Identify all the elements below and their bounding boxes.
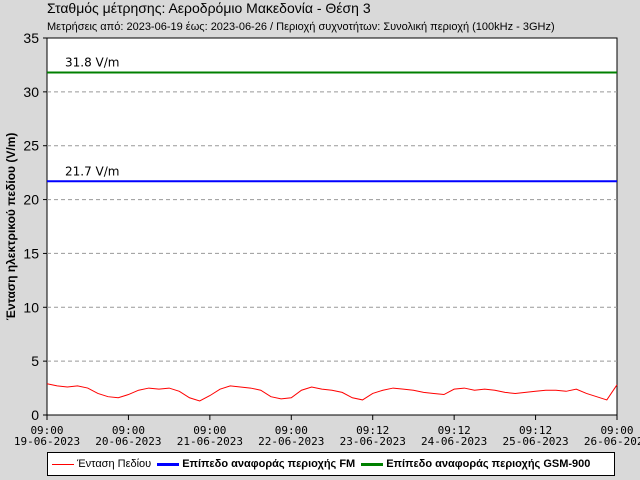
legend-label: Επίπεδο αναφοράς περιοχής GSM-900 — [386, 458, 591, 470]
y-tick-label: 35 — [23, 30, 39, 46]
y-tick-label: 25 — [23, 138, 39, 154]
gsm900-reference-label: 31.8 V/m — [65, 55, 119, 69]
y-tick-label: 0 — [31, 407, 39, 423]
x-tick-label-time: 09:00 — [112, 424, 145, 437]
y-tick-label: 15 — [23, 245, 39, 261]
x-tick-label-date: 19-06-2023 — [14, 435, 80, 448]
chart-title: Σταθμός μέτρησης: Αεροδρόμιο Μακεδονία -… — [47, 0, 371, 16]
y-axis-label: Ένταση ηλεκτρικού πεδίου (V/m) — [4, 133, 18, 321]
x-tick-label-date: 21-06-2023 — [177, 435, 243, 448]
x-tick-label-time: 09:00 — [193, 424, 226, 437]
legend: Ένταση Πεδίου Επίπεδο αναφοράς περιοχής F… — [47, 452, 615, 476]
legend-label: Ένταση Πεδίου — [77, 458, 152, 470]
plot-area — [46, 37, 618, 416]
x-tick-label-date: 24-06-2023 — [421, 435, 487, 448]
x-tick-label-time: 09:12 — [519, 424, 552, 437]
chart-subtitle: Μετρήσεις από: 2023-06-19 έως: 2023-06-2… — [47, 21, 555, 33]
y-tick-label: 10 — [23, 299, 39, 315]
x-tick-label-date: 23-06-2023 — [340, 435, 406, 448]
x-tick-label-time: 09:12 — [356, 424, 389, 437]
x-tick-label-time: 09:00 — [30, 424, 63, 437]
x-tick-label-date: 22-06-2023 — [258, 435, 324, 448]
x-tick-label-time: 09:12 — [438, 424, 471, 437]
field-strength-line — [46, 383, 618, 402]
y-tick-label: 5 — [31, 353, 39, 369]
x-tick-label-date: 20-06-2023 — [95, 435, 161, 448]
legend-swatch — [52, 463, 74, 465]
legend-item: Επίπεδο αναφοράς περιοχής GSM-900 — [361, 458, 590, 470]
legend-label: Επίπεδο αναφοράς περιοχής FM — [182, 458, 356, 470]
y-tick-label: 20 — [23, 192, 39, 208]
x-tick-label-time: 09:00 — [275, 424, 308, 437]
legend-swatch — [361, 462, 384, 466]
x-tick-label-date: 26-06-2023 — [584, 435, 640, 448]
legend-item: Επίπεδο αναφοράς περιοχής FM — [157, 458, 355, 470]
fm-reference-label: 21.7 V/m — [65, 164, 119, 178]
y-tick-label: 30 — [23, 84, 39, 100]
legend-swatch — [157, 462, 180, 466]
x-tick-label-time: 09:00 — [600, 424, 633, 437]
legend-item: Ένταση Πεδίου — [52, 458, 151, 470]
x-tick-label-date: 25-06-2023 — [502, 435, 568, 448]
